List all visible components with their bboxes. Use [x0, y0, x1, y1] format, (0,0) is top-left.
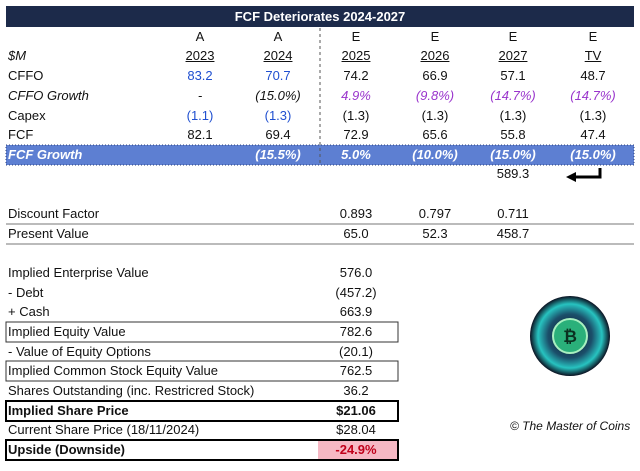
- cell: (14.7%): [490, 88, 536, 103]
- cell: 762.5: [339, 363, 373, 378]
- col-type: E: [430, 29, 440, 44]
- cell: 782.6: [339, 324, 373, 339]
- cell: (1.3): [342, 108, 370, 123]
- cell: $21.06: [336, 403, 376, 418]
- row-label: CFFO: [8, 68, 44, 83]
- col-year: TV: [584, 48, 602, 63]
- cell: (1.3): [264, 108, 292, 123]
- cell: 48.7: [580, 68, 606, 83]
- cell: (20.1): [339, 344, 373, 359]
- cell: 70.7: [265, 68, 291, 83]
- cell: -24.9%: [335, 442, 377, 457]
- cell: (15.0%): [570, 147, 616, 162]
- cell: 0.797: [418, 206, 452, 221]
- row-label: Current Share Price (18/11/2024): [8, 422, 200, 437]
- logo-coin: [552, 318, 588, 354]
- cell: 65.0: [343, 226, 369, 241]
- cell: -: [197, 88, 203, 103]
- arrow: [575, 168, 602, 179]
- box: [5, 439, 399, 461]
- title-bar: FCF Deteriorates 2024-2027: [6, 6, 634, 27]
- col-year: 2024: [263, 48, 293, 63]
- row-label: FCF Growth: [8, 147, 83, 162]
- box: [5, 321, 399, 343]
- cell: 36.2: [343, 383, 369, 398]
- credit: © The Master of Coins: [510, 419, 631, 433]
- row-label: Capex: [8, 108, 46, 123]
- row-label: CFFO Growth: [8, 88, 89, 103]
- cell: (1.3): [421, 108, 449, 123]
- box: [5, 360, 399, 382]
- row-label: Implied Equity Value: [8, 324, 126, 339]
- cell: 83.2: [187, 68, 213, 83]
- cell: (15.5%): [255, 147, 301, 162]
- cell: (14.7%): [570, 88, 616, 103]
- arrow-head: [566, 172, 576, 182]
- unit-label: $M: [8, 48, 27, 63]
- col-type: E: [588, 29, 598, 44]
- logo-mark: ₿: [563, 327, 577, 346]
- cell: (457.2): [335, 285, 377, 300]
- upside-cell: [318, 440, 398, 460]
- cell: 5.0%: [341, 147, 371, 162]
- cell: $28.04: [336, 422, 376, 437]
- col-year: 2023: [185, 48, 215, 63]
- cell: (1.1): [186, 108, 214, 123]
- cell: 57.1: [500, 68, 526, 83]
- cell: 0.893: [339, 206, 373, 221]
- cell: 66.9: [422, 68, 448, 83]
- box: [5, 400, 399, 422]
- cell: 52.3: [422, 226, 448, 241]
- row-label: - Value of Equity Options: [8, 344, 151, 359]
- cell: 82.1: [187, 127, 213, 142]
- cell: 663.9: [339, 304, 373, 319]
- terminal-value: 589.3: [496, 166, 530, 181]
- col-type: E: [508, 29, 518, 44]
- row-label: Upside (Downside): [8, 442, 126, 457]
- col-type: E: [351, 29, 361, 44]
- col-year: 2027: [498, 48, 528, 63]
- col-year: 2026: [420, 48, 450, 63]
- row-label: + Cash: [8, 304, 50, 319]
- cell: 65.6: [422, 127, 448, 142]
- cell: 4.9%: [341, 88, 371, 103]
- cell: 458.7: [496, 226, 530, 241]
- cell: (15.0%): [490, 147, 536, 162]
- row-label: Present Value: [8, 226, 89, 241]
- cell: 69.4: [265, 127, 291, 142]
- row-label: - Debt: [8, 285, 44, 300]
- cell: 576.0: [339, 265, 373, 280]
- cell: (1.3): [579, 108, 607, 123]
- col-year: 2025: [341, 48, 371, 63]
- cell: 55.8: [500, 127, 526, 142]
- col-type: A: [195, 29, 205, 44]
- cell: 74.2: [343, 68, 369, 83]
- cell: 72.9: [343, 127, 369, 142]
- cell: 47.4: [580, 127, 606, 142]
- cell: (1.3): [499, 108, 527, 123]
- cell: (10.0%): [412, 147, 458, 162]
- row-label: Implied Share Price: [8, 403, 129, 418]
- cell: (15.0%): [255, 88, 301, 103]
- col-type: A: [273, 29, 283, 44]
- row-label: Implied Enterprise Value: [8, 265, 149, 280]
- cell: 0.711: [497, 206, 529, 221]
- row-label: FCF: [8, 127, 34, 142]
- row-label: Shares Outstanding (inc. Restricred Stoc…: [8, 383, 255, 398]
- row-label: Discount Factor: [8, 206, 100, 221]
- row-label: Implied Common Stock Equity Value: [8, 363, 219, 378]
- cell: (9.8%): [415, 88, 455, 103]
